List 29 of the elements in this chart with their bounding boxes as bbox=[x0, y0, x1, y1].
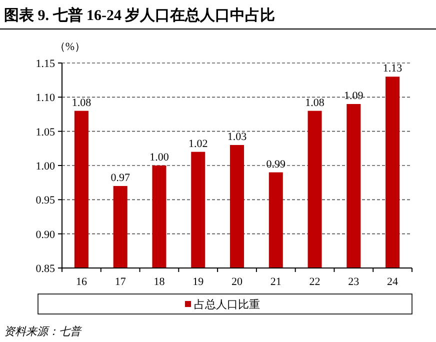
data-label: 0.97 bbox=[110, 172, 130, 184]
data-label: 1.03 bbox=[227, 131, 248, 143]
text: 资料来源：七普 bbox=[4, 325, 83, 338]
y-tick-label: 0.90 bbox=[36, 228, 56, 241]
x-tick-label: 24 bbox=[387, 276, 399, 288]
y-tick-label: 0.85 bbox=[36, 263, 56, 275]
y-tick-label: 0.95 bbox=[36, 194, 56, 207]
data-label: 0.99 bbox=[266, 158, 286, 170]
y-tick-label: 1.10 bbox=[36, 92, 56, 104]
data-label: 1.13 bbox=[382, 62, 403, 75]
x-tick-label: 23 bbox=[348, 276, 360, 288]
x-tick-label: 17 bbox=[114, 276, 126, 288]
y-tick-label: 1.05 bbox=[36, 126, 56, 138]
x-tick-label: 18 bbox=[154, 276, 166, 288]
data-label: 1.08 bbox=[305, 96, 325, 109]
data-label: 1.08 bbox=[72, 96, 92, 109]
x-tick-label: 16 bbox=[76, 276, 88, 288]
x-tick-label: 22 bbox=[309, 276, 320, 288]
data-label: 1.09 bbox=[344, 90, 364, 102]
legend-label: 占总人口比重 bbox=[194, 298, 260, 311]
chart-title: 图表 9. 七普 16-24 岁人口在总人口中占比 bbox=[4, 6, 276, 24]
data-label: 1.00 bbox=[150, 152, 170, 164]
y-tick-label: 1.00 bbox=[36, 160, 56, 172]
x-tick-label: 21 bbox=[270, 276, 282, 288]
data-label: 1.02 bbox=[188, 138, 208, 150]
y-axis-title: （%） bbox=[54, 41, 86, 53]
x-tick-label: 20 bbox=[232, 276, 243, 288]
x-tick-label: 19 bbox=[192, 276, 204, 288]
y-tick-label: 1.15 bbox=[36, 58, 56, 70]
